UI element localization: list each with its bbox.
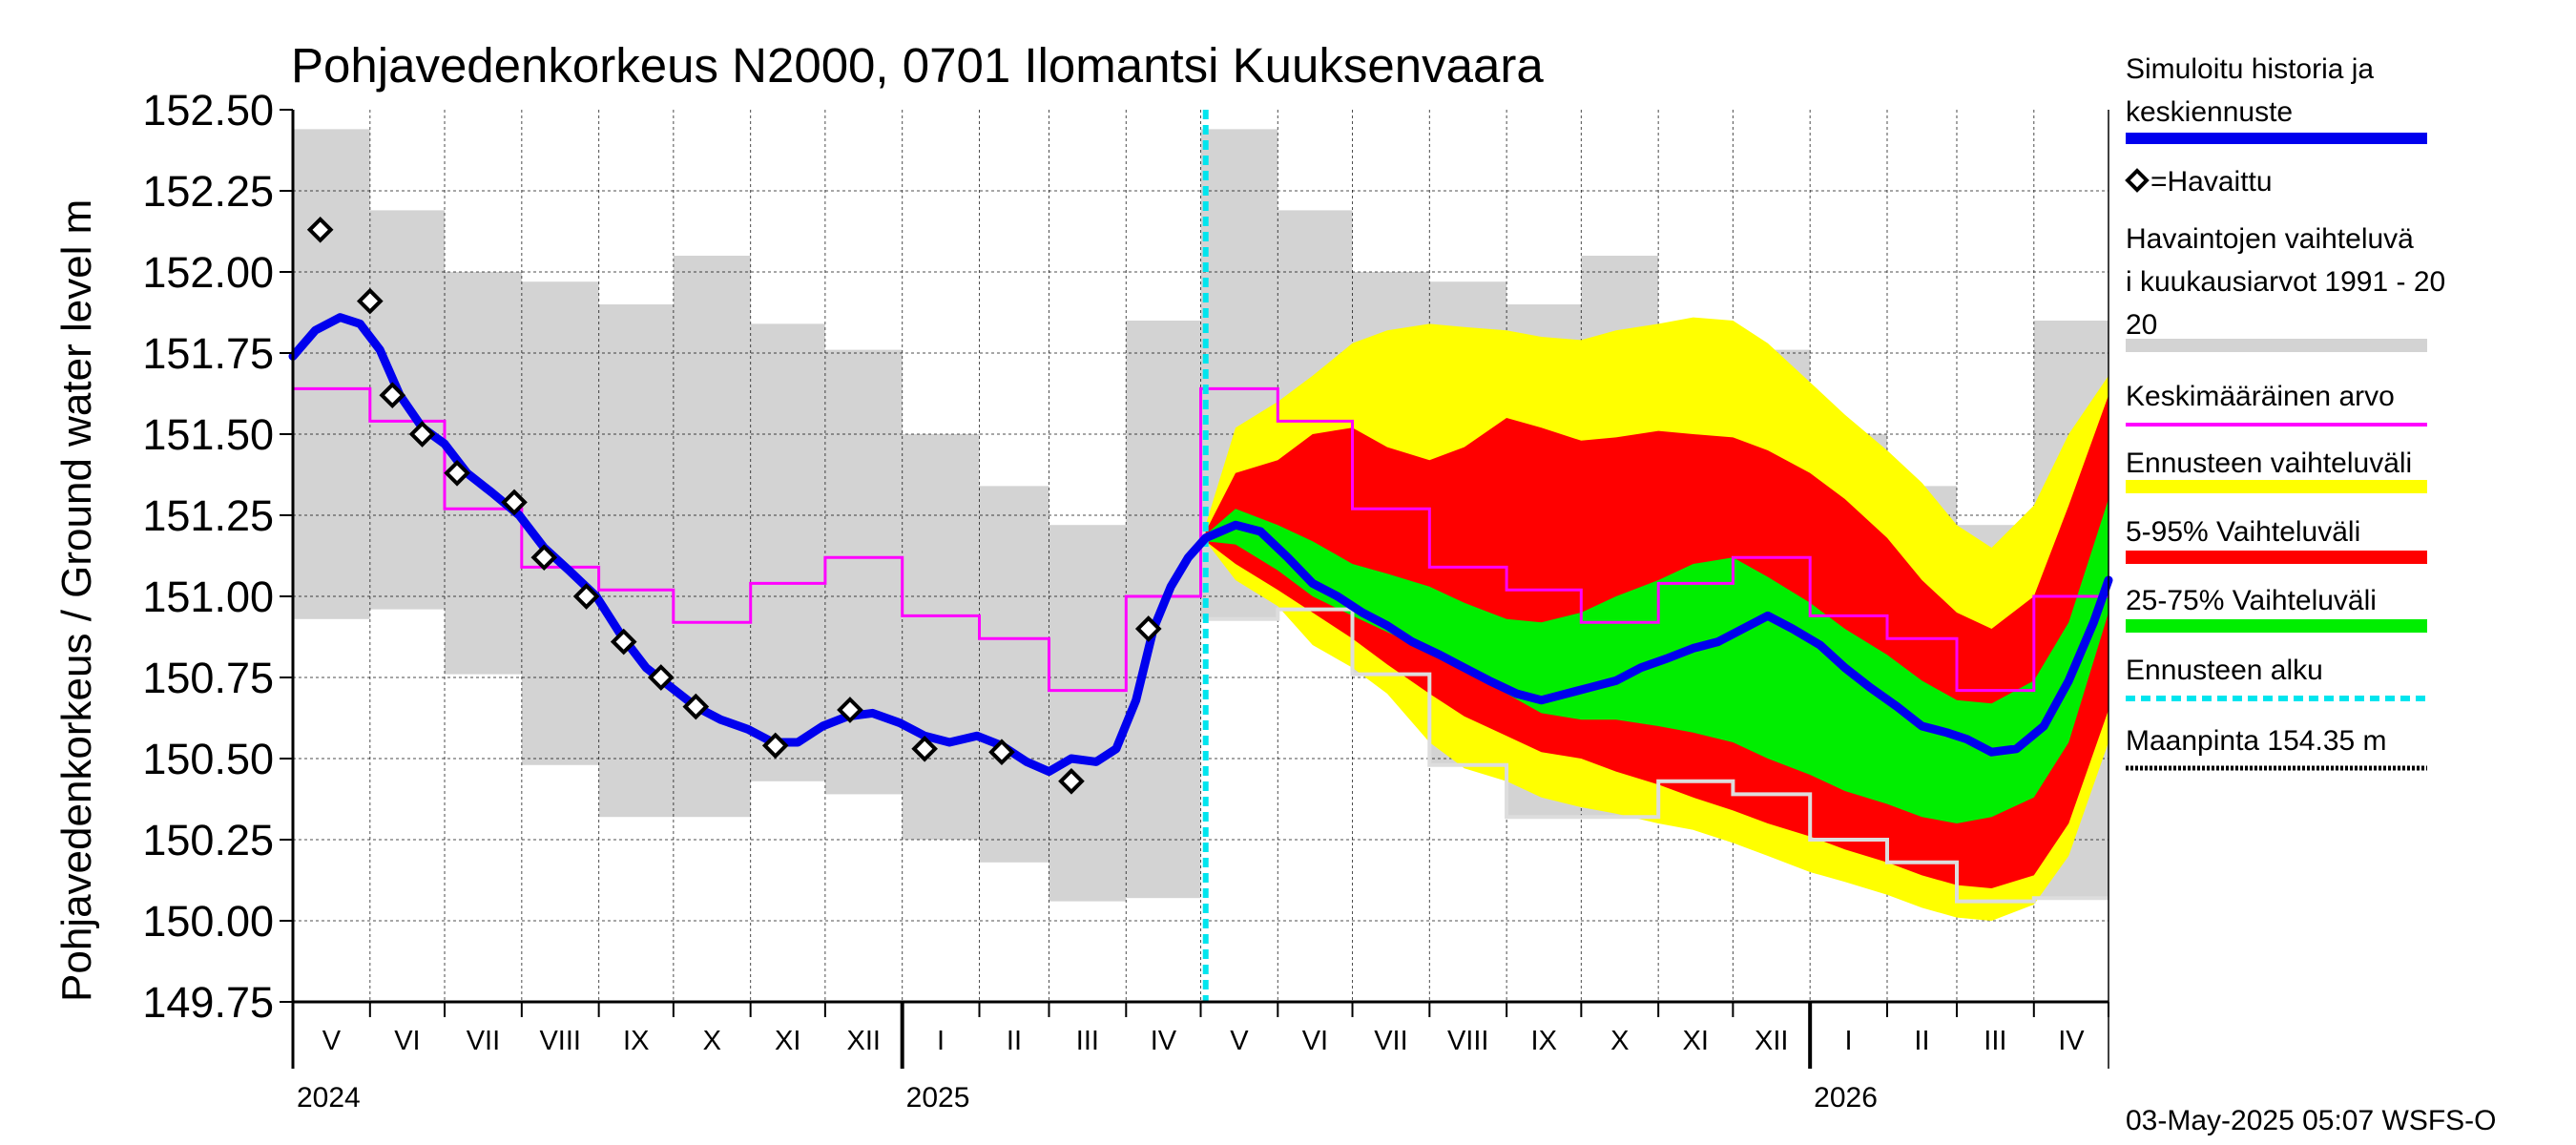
- month-label: XII: [1755, 1026, 1788, 1056]
- legend-25-75-label: 25-75% Vaihteluväli: [2126, 585, 2377, 616]
- legend-observed-marker: [2125, 168, 2150, 193]
- legend-mean-label: Keskimääräinen arvo: [2126, 381, 2395, 412]
- y-tick-label: 151.25: [142, 491, 274, 540]
- observed-point-16: [1058, 767, 1085, 795]
- y-tick-label: 150.00: [142, 897, 274, 946]
- month-label: X: [703, 1026, 721, 1056]
- legend-5-95-label: 5-95% Vaihteluväli: [2126, 516, 2360, 548]
- observed-point-14: [911, 735, 938, 762]
- y-tick-label: 152.25: [142, 167, 274, 216]
- observed-point-11: [682, 693, 710, 720]
- month-label: I: [937, 1026, 945, 1056]
- month-label: VII: [1374, 1026, 1407, 1056]
- month-label: III: [1984, 1026, 2006, 1056]
- month-label: XI: [775, 1026, 800, 1056]
- month-label: I: [1845, 1026, 1853, 1056]
- month-label: II: [1007, 1026, 1022, 1056]
- axes: [280, 109, 2109, 1069]
- observed-point-5: [444, 459, 470, 487]
- observed-point-1: [306, 216, 334, 243]
- month-label: III: [1076, 1026, 1099, 1056]
- obs-range-month-4: [521, 281, 599, 765]
- y-tick-label: 151.50: [142, 410, 274, 459]
- month-label: X: [1610, 1026, 1629, 1056]
- observed-point-2: [356, 287, 384, 315]
- observed-point-9: [610, 628, 637, 656]
- legend-obs-range-label: i kuukausiarvot 1991 - 20: [2126, 266, 2445, 298]
- legend: Simuloitu historia ja keskiennuste =Havait…: [2125, 53, 2445, 771]
- observed-point-15: [988, 739, 1015, 766]
- series-lines: [288, 110, 2113, 1002]
- obs-range-month-9: [902, 434, 980, 840]
- observed-markers: [306, 216, 1162, 795]
- legend-forecast-range-label: Ennusteen vaihteluväli: [2126, 448, 2412, 479]
- y-tick-label: 151.75: [142, 329, 274, 378]
- year-label: 2026: [1814, 1082, 1878, 1114]
- month-label: IX: [1531, 1026, 1557, 1056]
- observed-point-13: [837, 697, 863, 723]
- month-label: VII: [467, 1026, 500, 1056]
- month-label: VI: [1302, 1026, 1328, 1056]
- observed-point-3: [379, 382, 406, 409]
- observed-point-8: [572, 583, 600, 610]
- obs-range-month-10: [979, 486, 1049, 863]
- simulated-line: [288, 313, 2113, 777]
- observed-point-4: [408, 421, 436, 448]
- observed-point-12: [761, 732, 789, 760]
- obs-min-line-forecast: [1205, 607, 2109, 904]
- month-label: VIII: [539, 1026, 581, 1056]
- month-label: V: [1230, 1026, 1249, 1056]
- y-tick-label: 151.00: [142, 572, 274, 621]
- y-tick-labels: 149.75 150.00 150.25 150.50 150.75 151.00 151.…: [142, 86, 274, 1027]
- month-label: V: [322, 1026, 342, 1056]
- obs-range-month-7: [750, 323, 825, 781]
- month-label: II: [1914, 1026, 1929, 1056]
- legend-ground-level-label: Maanpinta 154.35 m: [2126, 725, 2387, 757]
- obs-range-month-5: [598, 304, 674, 818]
- year-label: 2025: [906, 1082, 970, 1114]
- y-tick-label: 150.25: [142, 816, 274, 864]
- y-axis-label: Pohjavedenkorkeus / Ground water level m: [53, 199, 100, 1002]
- timestamp: 03-May-2025 05:07 WSFS-O: [2126, 1105, 2497, 1136]
- observed-point-7: [530, 544, 558, 572]
- y-tick-label: 149.75: [142, 978, 274, 1027]
- legend-observed-label: =Havaittu: [2150, 166, 2273, 198]
- obs-range-month-1: [293, 129, 370, 619]
- y-tick-label: 152.50: [142, 86, 274, 135]
- mean-value-line: [293, 386, 2109, 693]
- year-label: 2024: [297, 1082, 361, 1114]
- obs-range-month-8: [824, 349, 903, 795]
- month-label: XII: [847, 1026, 881, 1056]
- legend-simulated-label: keskiennuste: [2126, 96, 2293, 128]
- month-label: IV: [2058, 1026, 2085, 1056]
- chart-title: Pohjavedenkorkeus N2000, 0701 Ilomantsi …: [291, 38, 1544, 93]
- legend-forecast-start-label: Ennusteen alku: [2126, 655, 2323, 686]
- month-label: VIII: [1447, 1026, 1489, 1056]
- observed-point-6: [501, 489, 528, 516]
- month-label: IX: [623, 1026, 649, 1056]
- legend-obs-range-label: Havaintojen vaihteluvä: [2126, 223, 2414, 255]
- y-tick-label: 152.00: [142, 248, 274, 297]
- obs-range-month-6: [673, 256, 751, 818]
- month-label: XI: [1683, 1026, 1709, 1056]
- month-label: VI: [394, 1026, 420, 1056]
- legend-simulated-label: Simuloitu historia ja: [2126, 53, 2374, 85]
- observed-point-10: [647, 664, 675, 691]
- observed-point-17: [1134, 615, 1162, 642]
- obs-range-month-11: [1049, 525, 1127, 902]
- y-tick-label: 150.50: [142, 735, 274, 783]
- y-tick-label: 150.75: [142, 654, 274, 702]
- x-tick-labels: V VI VII VIII IX X XI XII I II III IV V VI VII VIII IX X X…: [297, 1026, 2085, 1114]
- legend-obs-range-label: 20: [2126, 309, 2157, 341]
- month-label: IV: [1151, 1026, 1177, 1056]
